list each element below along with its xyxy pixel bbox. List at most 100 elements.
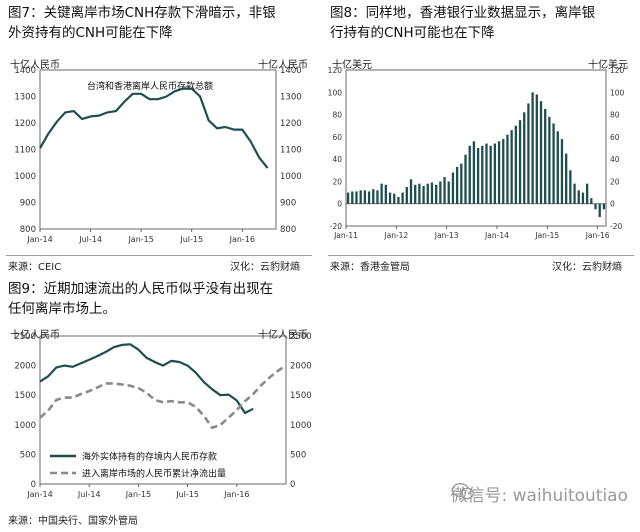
fig8-ytick-right-2: 20: [610, 177, 620, 186]
fig9-right-unit: 十亿人民币: [258, 330, 308, 341]
fig8-bar-33: [485, 143, 488, 204]
fig7-ytick-right-6: 1400: [280, 66, 302, 76]
fig7-xtick-4: Jan-16: [229, 235, 255, 244]
fig7-ytick-left-0: 800: [20, 225, 36, 235]
fig8-bar-32: [481, 145, 484, 204]
fig8-bar-54: [573, 183, 576, 204]
fig7-panel: 图7：关键离岸市场CNH存款下滑暗示，非银 外资持有的CNH可能在下降 十亿人民…: [0, 0, 320, 273]
fig8-bar-47: [544, 109, 547, 204]
fig8-ytick-left-0: -20: [330, 222, 342, 231]
fig8-source: 来源：香港金管局: [330, 262, 410, 273]
fig7-ytick-left-6: 1400: [14, 66, 36, 76]
watermark-text: 微信号: waihuitoutiao: [450, 486, 629, 506]
fig9-title-line2: 任何离岸市场上。: [8, 301, 116, 317]
fig8-bar-0: [346, 192, 350, 204]
fig8-bar-45: [535, 94, 538, 204]
fig8-bar-6: [372, 189, 375, 204]
fig8-chart: -20 -20 0 0 20 20 40 40 60 60 80 80 100 100 120 120 Jan-…: [328, 66, 625, 240]
fig8-title-line1: 图8：同样地，香港银行业数据显示，离岸银: [330, 5, 596, 21]
fig9-ytick-left-0: 0: [31, 480, 36, 490]
fig7-ytick-left-3: 1100: [14, 146, 36, 156]
fig9-legend-label-1: 进入离岸市场的人民币累计净流出量: [82, 468, 226, 480]
fig8-ytick-right-5: 80: [610, 111, 620, 120]
fig7-xtick-2: Jan-15: [127, 235, 153, 244]
fig7-ytick-right-3: 1100: [280, 146, 302, 156]
fig8-bar-21: [435, 184, 438, 204]
fig9-legend-label-0: 海外实体持有的存境内人民币存款: [82, 451, 217, 463]
fig8-bar-59: [594, 203, 597, 210]
fig8-bar-61: [602, 203, 606, 210]
fig7-ytick-right-1: 900: [280, 199, 296, 209]
fig8-bar-35: [493, 143, 497, 204]
fig9-left-unit: 十亿人民币: [10, 330, 60, 341]
fig7-xtick-0: Jan-14: [26, 235, 52, 244]
fig7-title-line2: 外资持有的CNH可能在下降: [8, 25, 173, 41]
fig9-ytick-right-3: 1500: [290, 391, 312, 401]
fig8-bar-25: [451, 172, 455, 204]
fig9-ytick-left-3: 1500: [14, 391, 36, 401]
fig8-bar-51: [560, 139, 564, 204]
fig8-bar-48: [548, 116, 551, 204]
fig9-xtick-0: Jan-14: [26, 490, 52, 499]
fig8-bar-28: [464, 154, 467, 204]
fig7-ytick-left-5: 1300: [14, 93, 36, 103]
fig8-xtick-2: Jan-13: [434, 231, 459, 240]
fig8-bar-22: [439, 181, 442, 204]
fig8-bar-37: [502, 139, 505, 204]
fig9-ytick-left-5: 2500: [14, 332, 36, 342]
fig8-bar-27: [460, 163, 463, 204]
fig8-ytick-left-2: 20: [332, 177, 342, 186]
fig8-bar-38: [506, 134, 509, 204]
fig7-ytick-left-1: 900: [20, 199, 36, 209]
fig8-bar-46: [539, 101, 543, 204]
fig7-plot-frame: [39, 69, 277, 230]
fig8-bar-24: [447, 181, 450, 204]
fig9-ytick-left-1: 500: [20, 450, 36, 460]
fig8-bar-23: [443, 176, 446, 204]
fig8-bar-13: [401, 192, 404, 204]
fig9-series-line-0: [39, 343, 254, 415]
fig9-ytick-right-0: 0: [290, 480, 295, 490]
fig9-xtick-2: Jan-15: [125, 490, 151, 499]
fig8-ytick-left-7: 120: [328, 66, 343, 75]
fig8-bar-2: [355, 191, 358, 204]
fig7-ytick-right-4: 1200: [280, 119, 302, 129]
fig8-xtick-0: Jan-11: [333, 231, 358, 240]
fig9-ytick-left-4: 2000: [14, 362, 36, 372]
fig8-bar-40: [514, 125, 517, 204]
fig8-bar-39: [510, 130, 513, 204]
fig9-ytick-right-2: 1000: [290, 421, 312, 431]
fig8-source-rule: [328, 255, 634, 256]
fig8-ytick-left-1: 0: [337, 200, 342, 209]
fig8-bar-29: [468, 145, 471, 204]
fig8-bar-36: [497, 141, 501, 204]
fig7-title-line1: 图7：关键离岸市场CNH存款下滑暗示，非银: [8, 5, 276, 21]
fig7-ytick-left-4: 1200: [14, 119, 36, 129]
fig8-xtick-5: Jan-16: [585, 231, 610, 240]
fig8-bar-42: [523, 112, 526, 204]
fig9-ytick-left-2: 1000: [14, 421, 36, 431]
fig9-series-line-1: [39, 364, 287, 430]
fig7-xtick-1: Jul-14: [78, 235, 102, 244]
fig9-chart: 0 0 500 500 1000 1000 1500 1500 2000 2000 2500 2500…: [14, 332, 312, 499]
fig7-series-line-0: [39, 87, 269, 169]
fig8-bar-3: [359, 190, 362, 204]
fig8-bar-60: [598, 203, 601, 218]
fig8-ytick-left-4: 60: [332, 133, 342, 142]
fig8-bar-41: [518, 120, 522, 204]
fig7-left-unit: 十亿人民币: [10, 60, 60, 71]
fig8-bar-15: [409, 179, 413, 204]
fig7-credit: 汉化：云豹财熵: [230, 262, 300, 273]
fig8-bar-52: [565, 153, 568, 204]
fig7-right-unit: 十亿人民币: [258, 60, 308, 71]
fig8-ytick-left-5: 80: [332, 111, 342, 120]
fig8-bar-31: [476, 148, 480, 204]
fig7-chart: 800 800 900 900 1000 1000 1100 1100 1200 1200 1300…: [14, 66, 302, 244]
fig7-ytick-right-0: 800: [280, 225, 296, 235]
fig8-bar-49: [552, 123, 555, 204]
fig8-bar-4: [363, 190, 367, 204]
fig8-bar-30: [472, 141, 476, 204]
fig8-bar-34: [489, 145, 492, 204]
fig8-bar-12: [397, 197, 400, 204]
fig7-ytick-left-2: 1000: [14, 172, 36, 182]
